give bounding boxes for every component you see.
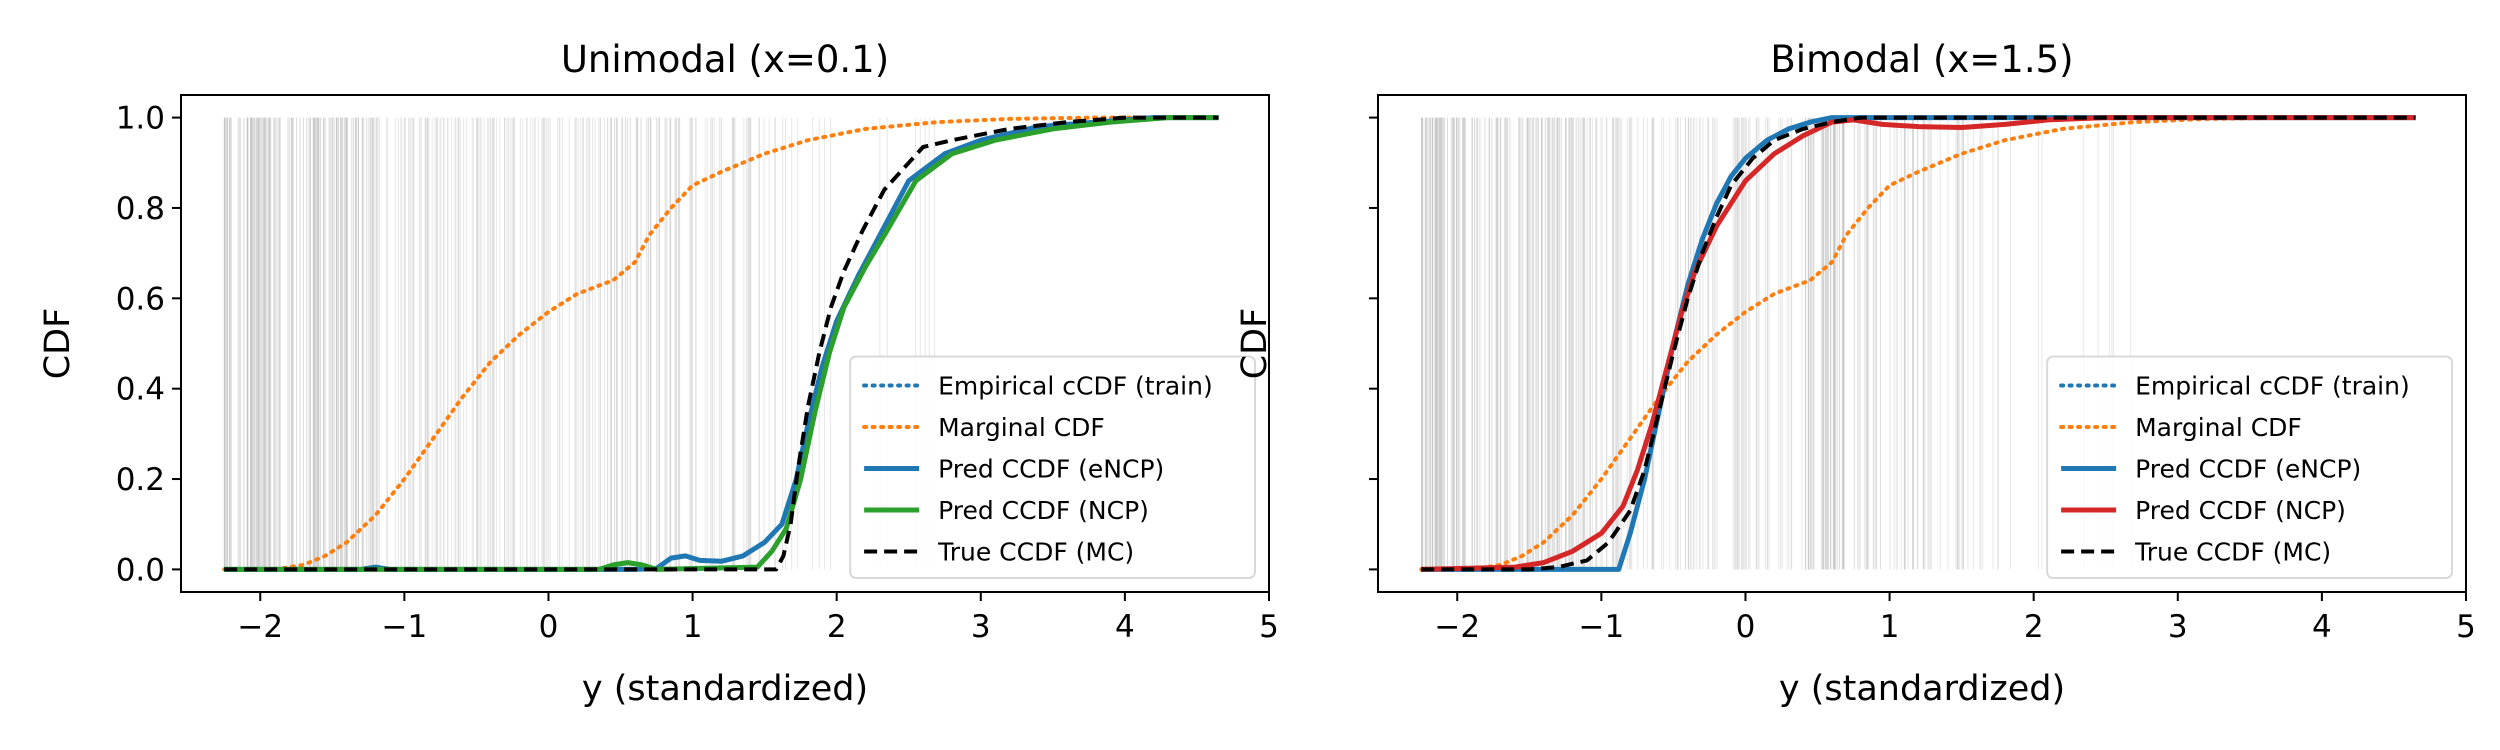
x-tick-label: 4 [2312,609,2332,645]
x-tick-label: 3 [971,609,991,645]
legend-label: Pred CCDF (eNCP) [938,455,1164,484]
series-line-true-ccdf-mc [224,115,1219,572]
x-tick-label: −2 [237,609,283,645]
y-tick-label: 0.4 [116,372,165,408]
legend-label: Pred CCDF (eNCP) [2135,455,2361,484]
legend-box [849,355,1256,579]
x-tick-label: −2 [1434,609,1480,645]
y-tick-label: 0.6 [116,281,165,317]
x-tick-label: 2 [2024,609,2044,645]
x-tick-label: 1 [1880,609,1900,645]
chart-title: Bimodal (x=1.5) [1770,38,2073,81]
y-tick-label: 0.2 [116,462,165,498]
plot-frame [180,94,1270,593]
legend-label: True CCDF (MC) [937,538,1134,567]
y-tick-label: 0.8 [116,191,165,227]
sample-rug [223,117,935,570]
x-tick-label: −1 [382,609,428,645]
x-tick-label: 5 [2456,609,2476,645]
unimodal-chart: −2 −1 0 1 2 3 4 5 0.0 0.2 0.4 0.6 0.8 1.0 Unimodal (x=… [38,38,1279,709]
series-line-marginal-cdf [1419,115,2353,572]
series-line-pred-ccdf-ncp [224,115,1219,572]
series-line-pred-ccdf-encp [1421,115,2416,572]
plot-frame [1377,94,2467,593]
series-line-pred-ccdf-ncp [1421,115,2416,572]
x-tick-label: 3 [2168,609,2188,645]
legend-label: Pred CCDF (NCP) [938,496,1149,525]
x-tick-label: −1 [1579,609,1625,645]
legend-label: Empirical cCDF (train) [938,372,1213,401]
legend-box [2046,355,2453,579]
legend-label: Pred CCDF (NCP) [2135,496,2346,525]
x-tick-label: 2 [827,609,847,645]
sample-rug [1420,117,2132,570]
series-line-true-ccdf-mc [1421,115,2416,572]
y-tick-label: 0.0 [116,552,165,588]
legend-label: Marginal CDF [2135,413,2302,442]
x-tick-label: 5 [1259,609,1279,645]
x-tick-label: 0 [539,609,559,645]
legend: Empirical cCDF (train) Marginal CDF Pred C… [849,355,1256,579]
y-axis-label: CDF [38,308,78,380]
legend-label: True CCDF (MC) [2134,538,2331,567]
bimodal-chart: −2 −1 0 1 2 3 4 5 Bimodal (x=1.5) y (standardized… [1235,38,2476,709]
legend-label: Empirical cCDF (train) [2135,372,2410,401]
x-tick-label: 4 [1115,609,1135,645]
series-line-marginal-cdf [222,115,1156,572]
x-tick-label: 0 [1736,609,1756,645]
y-axis-label: CDF [1235,308,1275,380]
legend-label: Marginal CDF [938,413,1105,442]
x-axis-label: y (standardized) [582,669,868,709]
legend: Empirical cCDF (train) Marginal CDF Pred C… [2046,355,2453,579]
y-tick-label: 1.0 [116,101,165,137]
series-line-pred-ccdf-encp [224,115,1219,572]
chart-title: Unimodal (x=0.1) [561,38,889,81]
x-axis-label: y (standardized) [1779,669,2065,709]
x-tick-label: 1 [683,609,703,645]
